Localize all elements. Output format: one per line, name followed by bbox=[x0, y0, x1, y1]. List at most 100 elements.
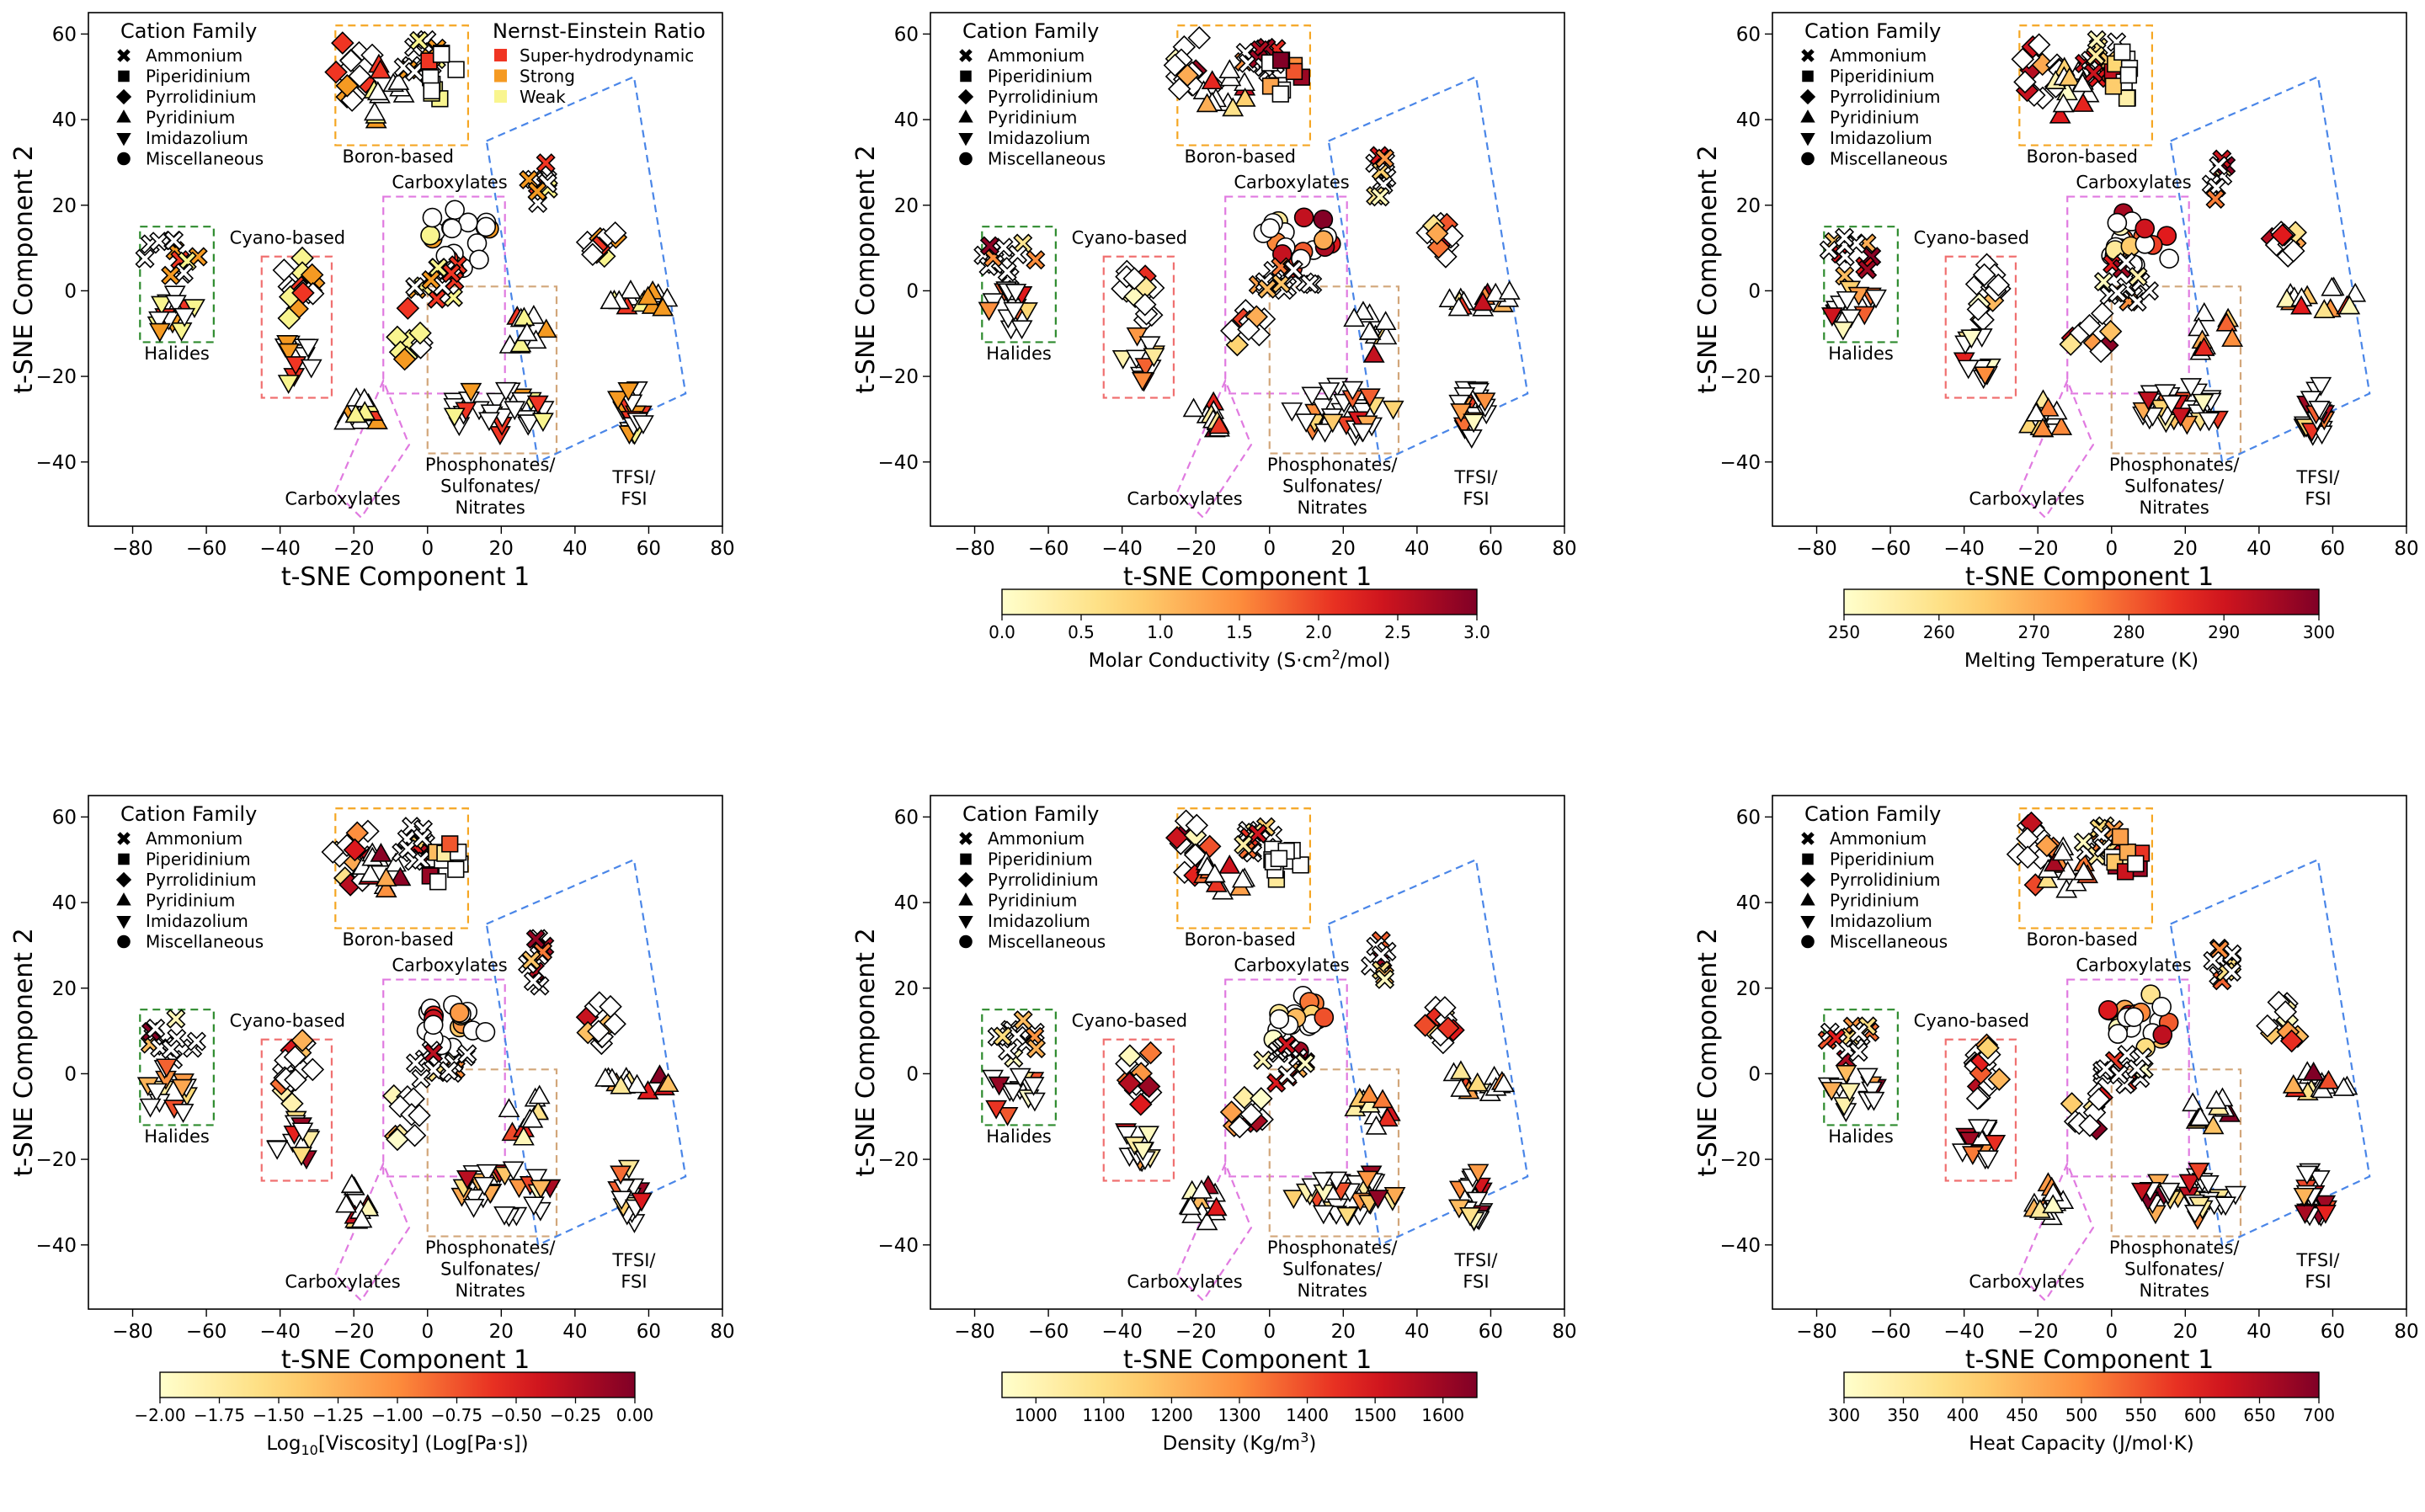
data-point bbox=[1295, 413, 1318, 434]
x-tick-label: −60 bbox=[1028, 1321, 1069, 1343]
data-point bbox=[2049, 104, 2071, 124]
data-point bbox=[1132, 1142, 1154, 1162]
halides-label: Halides bbox=[144, 343, 210, 364]
cyano-label: Cyano-based bbox=[1072, 228, 1187, 248]
x-axis-label: t-SNE Component 1 bbox=[281, 1345, 530, 1375]
data-point bbox=[357, 1196, 380, 1217]
y-tick-label: −40 bbox=[35, 452, 77, 474]
data-point bbox=[1352, 301, 1374, 320]
colorbar-tick-label: −0.25 bbox=[550, 1405, 601, 1425]
data-point bbox=[2154, 384, 2177, 404]
colorbar-tick-label: 500 bbox=[2065, 1405, 2097, 1425]
cluster-region bbox=[1102, 255, 1175, 399]
data-point bbox=[2209, 156, 2229, 176]
data-point bbox=[1959, 1131, 1981, 1152]
colorbar-tick-label: 300 bbox=[1828, 1405, 1860, 1425]
x-tick-label: 60 bbox=[1479, 538, 1503, 560]
colorbar-tick-label: −1.50 bbox=[253, 1405, 304, 1425]
legend-label: Ammonium bbox=[146, 45, 242, 66]
colorbar-tick-label: 1300 bbox=[1218, 1405, 1261, 1425]
tfsi-label: TFSI/ bbox=[611, 467, 656, 487]
cluster-region bbox=[1944, 1038, 2017, 1182]
y-tick-label: −40 bbox=[1719, 452, 1761, 474]
y-tick-label: 40 bbox=[1736, 892, 1761, 914]
data-point bbox=[145, 1083, 168, 1103]
data-point bbox=[1358, 320, 1381, 340]
data-point bbox=[1138, 1126, 1159, 1146]
x-tick-label: 0 bbox=[421, 1321, 434, 1343]
colorbar-label: Heat Capacity (J/mol·K) bbox=[1969, 1433, 2193, 1455]
data-point bbox=[2161, 395, 2182, 415]
colorbar-gradient bbox=[1843, 1371, 2320, 1398]
y-axis-label: t-SNE Component 2 bbox=[1693, 928, 1723, 1176]
data-point bbox=[1383, 1187, 1406, 1206]
cluster-region bbox=[334, 24, 470, 146]
data-point bbox=[186, 1031, 207, 1051]
cyano-label: Cyano-based bbox=[1914, 1011, 2029, 1031]
data-point bbox=[1313, 209, 1334, 230]
data-point bbox=[1271, 85, 1289, 103]
data-point bbox=[2116, 252, 2136, 272]
data-layer bbox=[1817, 807, 2371, 1302]
x-tick-label: −40 bbox=[1101, 1321, 1143, 1343]
data-point bbox=[594, 1067, 616, 1087]
y-tick-label: 20 bbox=[894, 195, 919, 217]
colorbar-tick-label: 700 bbox=[2303, 1405, 2335, 1425]
x-tick-label: −20 bbox=[2017, 538, 2059, 560]
data-point bbox=[2156, 226, 2177, 246]
legend-marker-circle bbox=[117, 934, 131, 949]
legend-marker-triangle bbox=[1800, 892, 1815, 906]
colorbar-tick-label: −1.00 bbox=[371, 1405, 423, 1425]
legend-marker-cross bbox=[1801, 832, 1815, 845]
data-point bbox=[2025, 402, 2048, 422]
carboxylates-bottom-label: Carboxylates bbox=[1969, 1272, 2084, 1292]
legend-marker-diamond bbox=[115, 88, 132, 105]
data-point bbox=[285, 356, 307, 375]
data-point bbox=[2111, 828, 2129, 846]
cyano-label: Cyano-based bbox=[1914, 228, 2029, 248]
data-point bbox=[2051, 841, 2074, 861]
data-point bbox=[266, 1140, 289, 1160]
data-point bbox=[1976, 1036, 2000, 1060]
cation-legend: Cation FamilyAmmoniumPiperidiniumPyrroli… bbox=[115, 802, 264, 952]
data-point bbox=[1987, 1067, 2012, 1091]
legend-marker-triangle bbox=[116, 892, 131, 906]
data-point bbox=[2108, 283, 2128, 303]
legend-label: Imidazolium bbox=[146, 911, 248, 931]
legend-label: Piperidinium bbox=[988, 849, 1093, 870]
data-point bbox=[339, 49, 363, 72]
y-tick-label: −20 bbox=[877, 366, 919, 388]
phos-label: Nitrates bbox=[2140, 498, 2209, 518]
tfsi-label: FSI bbox=[2305, 489, 2331, 509]
data-point bbox=[2332, 1077, 2355, 1096]
data-point bbox=[1433, 996, 1457, 1020]
data-point bbox=[2193, 337, 2215, 356]
data-point bbox=[462, 1199, 485, 1218]
data-point bbox=[1201, 70, 1223, 90]
data-point bbox=[1447, 296, 1470, 317]
data-point bbox=[321, 840, 345, 864]
phos-label: Sulfonates/ bbox=[1282, 476, 1383, 496]
x-tick-label: −40 bbox=[259, 1321, 301, 1343]
data-point bbox=[170, 322, 193, 342]
y-tick-label: 40 bbox=[1736, 109, 1761, 131]
legend-marker-square bbox=[960, 853, 972, 865]
tfsi-label: TFSI/ bbox=[1453, 1250, 1498, 1270]
data-point bbox=[173, 307, 196, 327]
x-tick-label: 0 bbox=[2105, 538, 2118, 560]
data-point bbox=[2205, 189, 2225, 210]
data-point bbox=[2013, 70, 2037, 94]
data-point bbox=[2188, 1163, 2210, 1182]
x-tick-label: −60 bbox=[186, 538, 227, 560]
legend-label: Piperidinium bbox=[1830, 67, 1935, 87]
data-point bbox=[610, 1074, 632, 1094]
cluster-region bbox=[1823, 1009, 1899, 1126]
y-axis-label: t-SNE Component 2 bbox=[851, 928, 881, 1176]
x-tick-label: −40 bbox=[1943, 538, 1985, 560]
x-tick-label: 0 bbox=[2105, 1321, 2118, 1343]
legend-marker-diamond bbox=[1799, 871, 1816, 888]
data-point bbox=[1463, 413, 1485, 434]
data-point bbox=[1208, 414, 1230, 434]
data-point bbox=[1376, 1107, 1399, 1127]
data-point bbox=[2282, 1073, 2305, 1094]
